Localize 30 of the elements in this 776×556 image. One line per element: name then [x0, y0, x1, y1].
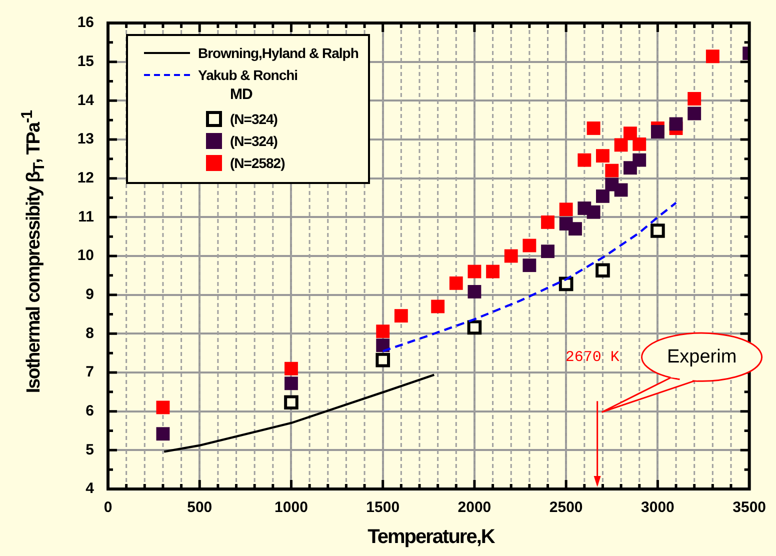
annotation: Experim: [666, 346, 737, 368]
legend-label: (N=2582): [230, 155, 285, 171]
y-tick-label: 11: [78, 208, 94, 226]
y-tick-label: 10: [77, 247, 94, 264]
x-tick-label: 1000: [274, 499, 308, 516]
x-tick-label: 3500: [732, 499, 766, 516]
y-tick-label: 7: [86, 364, 94, 381]
legend-label: Browning,Hyland & Ralph: [198, 45, 358, 61]
y-tick-label: 16: [77, 14, 94, 32]
legend-label: (N=324): [230, 133, 278, 149]
y-tick-label: 6: [86, 402, 94, 420]
legend-label: (N=324): [230, 111, 278, 127]
x-tick-label: 2000: [458, 499, 492, 516]
y-tick-label: 9: [86, 286, 94, 303]
y-tick-label: 13: [77, 130, 94, 148]
y-tick-label: 15: [77, 52, 94, 70]
y-tick-label: 14: [77, 92, 95, 109]
y-tick-label: 8: [86, 324, 94, 342]
x-axis-title: Temperature,K: [366, 526, 496, 549]
x-tick-label: 0: [104, 499, 112, 516]
annotation: 2670 K: [565, 349, 620, 366]
legend-label: Yakub & Ronchi: [198, 67, 298, 83]
x-tick-label: 2500: [549, 499, 583, 516]
y-tick-label: 5: [86, 441, 94, 458]
x-tick-label: 500: [187, 499, 212, 516]
x-tick-label: 1500: [366, 499, 400, 516]
y-tick-label: 4: [86, 480, 95, 498]
x-tick-label: 3000: [641, 499, 674, 516]
y-tick-label: 12: [77, 169, 94, 186]
legend-title: MD: [230, 86, 254, 105]
